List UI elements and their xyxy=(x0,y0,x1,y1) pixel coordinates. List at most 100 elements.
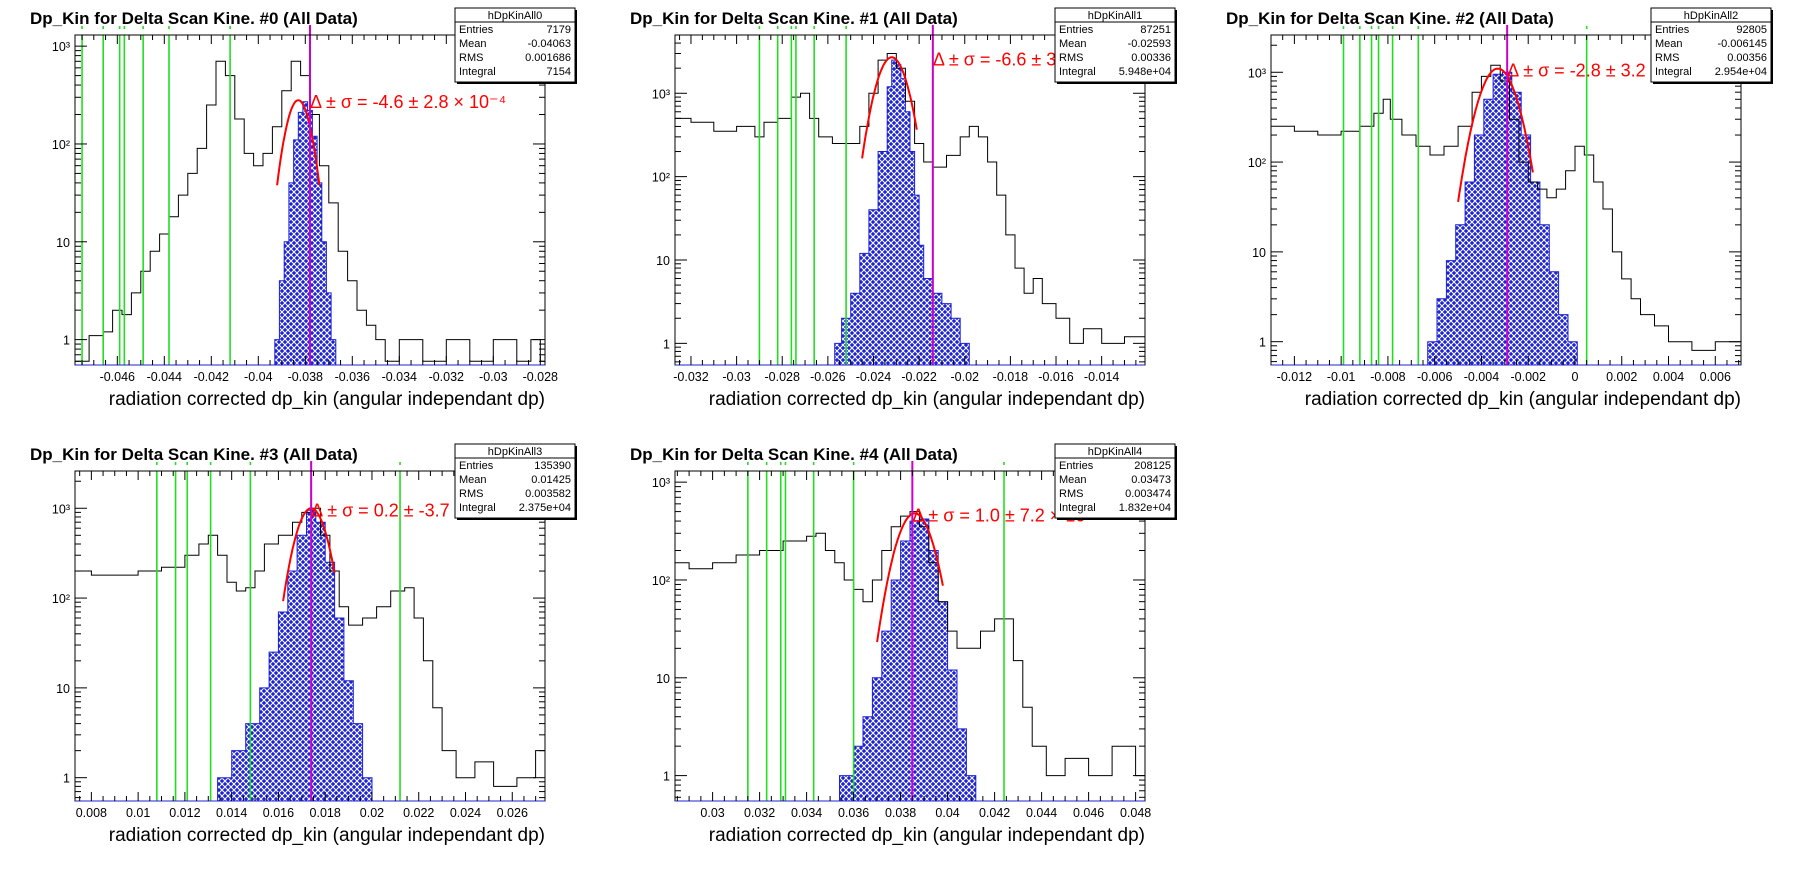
stats-value-rms: 0.00356 xyxy=(1727,52,1767,64)
y-tick-label-3: 10³ xyxy=(52,40,70,54)
y-tick-label-2: 10² xyxy=(52,592,70,606)
chart-pad-3: Dp_Kin for Delta Scan Kine. #3 (All Data… xyxy=(0,436,600,872)
stats-box xyxy=(1054,443,1176,519)
gaussian-fit-curve xyxy=(1457,67,1534,203)
stats-value-mean: -0.006145 xyxy=(1717,38,1767,50)
chart-svg-2: Dp_Kin for Delta Scan Kine. #2 (All Data… xyxy=(1226,7,1773,410)
x-tick-label-8: -0.016 xyxy=(1038,370,1073,384)
stats-label-entries: Entries xyxy=(459,460,494,472)
chart-title: Dp_Kin for Delta Scan Kine. #2 (All Data… xyxy=(1226,9,1554,28)
stats-value-rms: 0.003474 xyxy=(1125,488,1171,500)
chart-svg-4: Dp_Kin for Delta Scan Kine. #4 (All Data… xyxy=(630,443,1177,846)
stats-label-entries: Entries xyxy=(459,24,494,36)
plot-area xyxy=(675,53,1145,365)
y-tick-label-3: 10³ xyxy=(1248,66,1266,80)
stats-value-rms: 0.003582 xyxy=(525,488,571,500)
y-tick-label-3: 10³ xyxy=(52,502,70,516)
gaussian-fit-curve xyxy=(876,512,944,643)
y-tick-label-2: 10² xyxy=(1248,156,1266,170)
x-tick-label-7: 0.002 xyxy=(1606,370,1637,384)
gaussian-fit-curve xyxy=(861,56,918,159)
stats-label-entries: Entries xyxy=(1059,24,1094,36)
chart-svg-0: Dp_Kin for Delta Scan Kine. #0 (All Data… xyxy=(30,7,577,410)
x-tick-label-0: -0.046 xyxy=(100,370,135,384)
stats-box-name: hDpKinAll3 xyxy=(488,446,542,458)
stats-label-integral: Integral xyxy=(1059,502,1096,514)
stats-value-rms: 0.001686 xyxy=(525,52,571,64)
y-tick-label-3: 10³ xyxy=(652,476,670,490)
x-tick-label-8: 0.004 xyxy=(1653,370,1684,384)
x-tick-label-2: 0.034 xyxy=(791,806,822,820)
stats-value-rms: 0.00336 xyxy=(1131,52,1171,64)
stats-label-entries: Entries xyxy=(1059,460,1094,472)
stats-value-integral: 7154 xyxy=(547,66,571,78)
x-tick-label-4: -0.024 xyxy=(856,370,891,384)
x-tick-label-9: 0.006 xyxy=(1700,370,1731,384)
x-axis-label: radiation corrected dp_kin (angular inde… xyxy=(1305,389,1741,410)
stats-value-mean: -0.04063 xyxy=(528,38,571,50)
x-tick-label-0: 0.03 xyxy=(700,806,724,820)
stats-label-mean: Mean xyxy=(1655,38,1683,50)
x-tick-label-3: -0.04 xyxy=(244,370,273,384)
chart-pad-4: Dp_Kin for Delta Scan Kine. #4 (All Data… xyxy=(600,436,1200,872)
x-tick-label-9: -0.028 xyxy=(523,370,558,384)
stats-box-name: hDpKinAll4 xyxy=(1088,446,1142,458)
y-tick-label-0: 1 xyxy=(663,337,670,351)
x-tick-label-6: 0 xyxy=(1572,370,1579,384)
stats-label-integral: Integral xyxy=(459,502,496,514)
x-tick-label-3: -0.026 xyxy=(810,370,845,384)
x-tick-label-8: 0.046 xyxy=(1073,806,1104,820)
x-tick-label-3: -0.006 xyxy=(1417,370,1452,384)
stats-label-mean: Mean xyxy=(459,38,487,50)
stats-label-rms: RMS xyxy=(1655,52,1679,64)
stats-box-name: hDpKinAll1 xyxy=(1088,10,1142,22)
stats-label-integral: Integral xyxy=(1655,66,1692,78)
x-tick-label-4: -0.004 xyxy=(1464,370,1499,384)
stats-box-name: hDpKinAll2 xyxy=(1684,10,1738,22)
stats-value-entries: 92805 xyxy=(1736,24,1767,36)
x-tick-label-5: -0.036 xyxy=(335,370,370,384)
y-tick-label-3: 10³ xyxy=(652,87,670,101)
fit-annotation: Δ ± σ = -4.6 ± 2.8 × 10⁻⁴ xyxy=(310,92,506,112)
x-tick-label-8: -0.03 xyxy=(479,370,508,384)
stats-box-name: hDpKinAll0 xyxy=(488,10,542,22)
stats-box xyxy=(454,7,576,83)
plot-area xyxy=(75,60,545,365)
x-tick-label-3: 0.036 xyxy=(838,806,869,820)
chart-title: Dp_Kin for Delta Scan Kine. #3 (All Data… xyxy=(30,445,358,464)
y-tick-label-2: 10² xyxy=(652,171,670,185)
x-tick-label-4: 0.038 xyxy=(885,806,916,820)
stats-value-integral: 1.832e+04 xyxy=(1119,502,1171,514)
plot-area xyxy=(75,507,545,801)
chart-pad-2: Dp_Kin for Delta Scan Kine. #2 (All Data… xyxy=(1196,0,1796,436)
stats-label-rms: RMS xyxy=(459,488,483,500)
x-tick-label-1: 0.01 xyxy=(126,806,150,820)
x-tick-label-2: -0.008 xyxy=(1370,370,1405,384)
y-tick-label-1: 10 xyxy=(56,682,70,696)
stats-value-mean: -0.02593 xyxy=(1128,38,1171,50)
y-tick-label-2: 10² xyxy=(52,138,70,152)
chart-pad-0: Dp_Kin for Delta Scan Kine. #0 (All Data… xyxy=(0,0,600,436)
stats-box xyxy=(1054,7,1176,83)
x-tick-label-4: -0.038 xyxy=(288,370,323,384)
stats-value-integral: 2.954e+04 xyxy=(1715,66,1767,78)
x-tick-label-1: 0.032 xyxy=(744,806,775,820)
x-tick-label-7: 0.044 xyxy=(1026,806,1057,820)
chart-svg-1: Dp_Kin for Delta Scan Kine. #1 (All Data… xyxy=(630,7,1177,410)
stats-label-rms: RMS xyxy=(1059,488,1083,500)
x-tick-label-8: 0.024 xyxy=(450,806,481,820)
y-tick-label-1: 10 xyxy=(1252,246,1266,260)
blue-histogram xyxy=(839,518,977,801)
plot-area xyxy=(675,511,1145,801)
y-tick-label-1: 10 xyxy=(656,672,670,686)
x-tick-label-6: -0.034 xyxy=(382,370,417,384)
stats-label-mean: Mean xyxy=(459,474,487,486)
stats-value-entries: 135390 xyxy=(534,460,571,472)
x-axis-label: radiation corrected dp_kin (angular inde… xyxy=(709,825,1145,846)
plot-area xyxy=(1271,64,1741,365)
y-tick-label-1: 10 xyxy=(656,254,670,268)
x-tick-label-0: 0.008 xyxy=(76,806,107,820)
stats-value-integral: 5.948e+04 xyxy=(1119,66,1171,78)
gaussian-fit-curve xyxy=(276,99,321,186)
x-tick-label-2: 0.012 xyxy=(169,806,200,820)
